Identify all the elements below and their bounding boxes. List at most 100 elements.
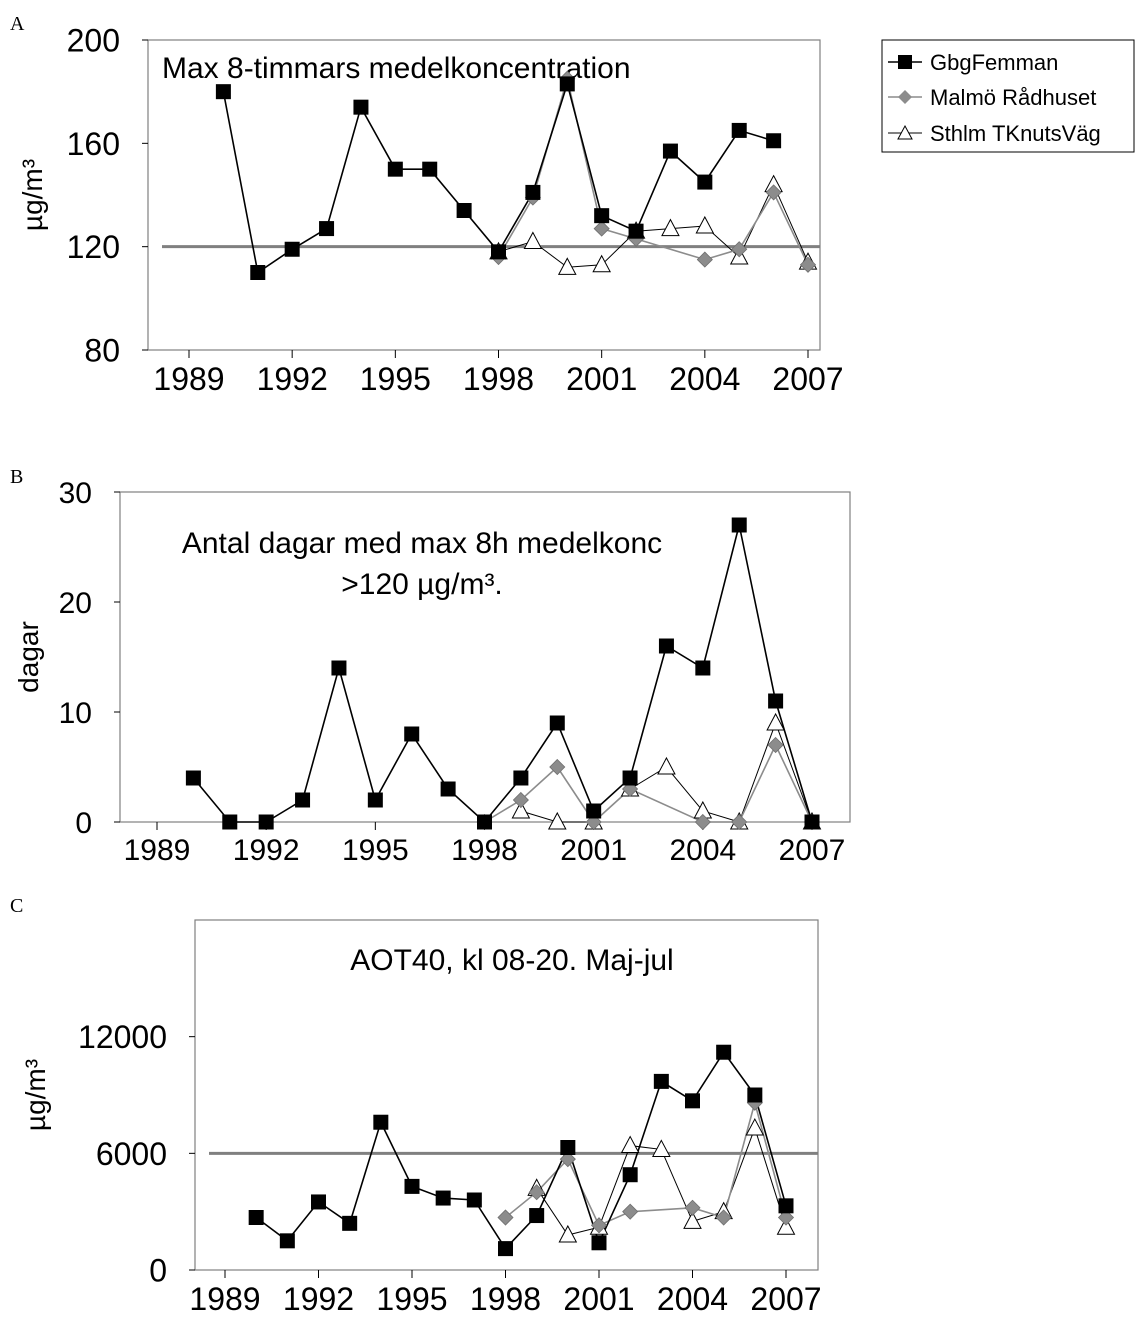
chart-title-c: AOT40, kl 08-20. Maj-jul — [350, 944, 673, 977]
data-point-gbgfemman-c — [529, 1208, 545, 1224]
data-point-gbgfemman-a — [215, 84, 231, 100]
data-point-sthlm-tknutsv-g-b — [547, 811, 567, 830]
chart-panel-b: 0 10 20 30 1989 1992 1995 1998 2001 2004 2007 dagar… — [13, 477, 851, 867]
panel-letter-a: A — [10, 13, 25, 35]
data-point-gbgfemman-a — [766, 133, 782, 149]
data-point-gbgfemman-b — [440, 781, 456, 797]
x-tick-label-b: 2007 — [779, 834, 846, 867]
data-point-gbgfemman-a — [422, 161, 438, 177]
x-tick-label-b: 2001 — [560, 834, 627, 867]
data-point-gbgfemman-b — [695, 660, 711, 676]
data-point-gbgfemman-b — [222, 814, 238, 830]
data-point-gbgfemman-b — [804, 814, 820, 830]
y-tick-label-b: 20 — [59, 587, 92, 620]
data-point-malm-r-dhuset-c — [559, 1151, 576, 1168]
panel-letter-c: C — [10, 895, 23, 917]
data-point-gbgfemman-c — [466, 1192, 482, 1208]
legend-square-marker — [898, 55, 912, 69]
data-point-gbgfemman-b — [731, 517, 747, 533]
x-tick-label-a: 1998 — [463, 361, 534, 397]
data-point-gbgfemman-c — [778, 1198, 794, 1214]
x-tick-label-c: 2004 — [657, 1281, 728, 1317]
data-point-gbgfemman-a — [319, 221, 335, 237]
data-point-gbgfemman-a — [284, 241, 300, 257]
legend-entry-malmo: Malmö Rådhuset — [888, 85, 1096, 110]
y-tick-label-a: 200 — [67, 23, 120, 59]
y-tick-label-c: 12000 — [78, 1019, 167, 1055]
data-point-gbgfemman-c — [279, 1233, 295, 1249]
legend-label-sthlm: Sthlm TKnutsVäg — [930, 121, 1101, 146]
x-tick-label-a: 2001 — [566, 361, 637, 397]
data-point-gbgfemman-a — [731, 122, 747, 138]
data-point-gbgfemman-a — [662, 143, 678, 159]
data-point-malm-r-dhuset-a — [799, 256, 817, 273]
data-point-malm-r-dhuset-c — [497, 1209, 514, 1226]
x-tick-label-b: 1995 — [342, 834, 409, 867]
legend: GbgFemman Malmö Rådhuset Sthlm TKnutsVäg — [881, 39, 1135, 153]
data-point-gbgfemman-b — [658, 638, 674, 654]
data-point-sthlm-tknutsv-g-c — [652, 1139, 671, 1157]
data-point-malm-r-dhuset-c — [684, 1199, 701, 1216]
data-point-gbgfemman-a — [491, 244, 506, 260]
data-point-gbgfemman-a — [353, 99, 369, 115]
data-point-gbgfemman-b — [404, 726, 420, 742]
data-point-gbgfemman-b — [622, 770, 638, 786]
data-point-malm-r-dhuset-c — [777, 1209, 795, 1226]
data-point-malm-r-dhuset-c — [528, 1184, 545, 1201]
data-point-sthlm-tknutsv-g-c — [683, 1211, 702, 1229]
data-point-sthlm-tknutsv-g-a — [523, 231, 543, 249]
legend-diamond-marker — [898, 90, 912, 104]
x-tick-label-c: 1992 — [283, 1281, 354, 1317]
data-point-sthlm-tknutsv-g-c — [745, 1117, 765, 1136]
data-point-sthlm-tknutsv-g-a — [557, 257, 577, 275]
data-point-gbgfemman-c — [311, 1194, 326, 1210]
data-point-malm-r-dhuset-b — [694, 813, 711, 831]
plot-area-a — [147, 39, 821, 351]
data-point-sthlm-tknutsv-g-a — [661, 218, 680, 237]
data-point-malm-r-dhuset-c — [590, 1217, 608, 1234]
data-point-gbgfemman-c — [653, 1073, 669, 1089]
data-point-sthlm-tknutsv-g-c — [776, 1217, 796, 1235]
data-point-malm-r-dhuset-c — [622, 1203, 639, 1220]
y-axis-label-c: µg/m³ — [20, 1059, 51, 1131]
data-point-malm-r-dhuset-a — [593, 220, 610, 237]
legend-triangle-marker — [897, 124, 913, 140]
data-point-gbgfemman-b — [367, 792, 383, 808]
data-point-gbgfemman-c — [685, 1093, 700, 1109]
x-tick-label-c: 1989 — [189, 1281, 260, 1317]
data-point-gbgfemman-a — [697, 174, 713, 190]
x-tick-label-c: 1995 — [376, 1281, 447, 1317]
y-axis-label-b: dagar — [13, 621, 44, 693]
data-point-sthlm-tknutsv-g-c — [558, 1224, 578, 1243]
x-tick-label-c: 1998 — [470, 1281, 541, 1317]
data-point-gbgfemman-b — [768, 693, 784, 709]
data-point-gbgfemman-c — [248, 1210, 264, 1225]
data-point-gbgfemman-b — [477, 814, 492, 830]
y-tick-label-b: 30 — [59, 477, 92, 510]
data-point-gbgfemman-c — [622, 1167, 638, 1183]
data-point-malm-r-dhuset-b — [549, 758, 566, 776]
chart-title-line2-b: >120 µg/m³. — [341, 568, 503, 601]
x-tick-label-b: 1989 — [124, 834, 191, 867]
data-point-malm-r-dhuset-b — [731, 813, 748, 831]
y-axis-label-a: µg/m³ — [17, 159, 48, 231]
data-point-gbgfemman-a — [628, 223, 644, 239]
data-point-malm-r-dhuset-a — [731, 241, 748, 258]
x-tick-label-c: 2007 — [750, 1281, 821, 1317]
data-point-gbgfemman-c — [560, 1140, 576, 1155]
data-point-gbgfemman-b — [185, 770, 201, 786]
data-point-gbgfemman-a — [525, 184, 541, 200]
data-point-malm-r-dhuset-a — [765, 184, 782, 201]
chart-title-a: Max 8-timmars medelkoncentration — [162, 52, 631, 85]
data-point-gbgfemman-c — [747, 1087, 763, 1103]
data-point-gbgfemman-b — [586, 803, 602, 819]
x-tick-label-b: 2004 — [669, 834, 736, 867]
data-point-sthlm-tknutsv-g-a — [592, 254, 611, 273]
data-point-gbgfemman-a — [559, 76, 575, 92]
data-point-gbgfemman-b — [258, 814, 274, 830]
legend-box — [881, 39, 1135, 153]
data-point-malm-r-dhuset-a — [696, 251, 713, 268]
x-tick-label-a: 1992 — [257, 361, 328, 397]
data-point-gbgfemman-b — [331, 660, 347, 676]
